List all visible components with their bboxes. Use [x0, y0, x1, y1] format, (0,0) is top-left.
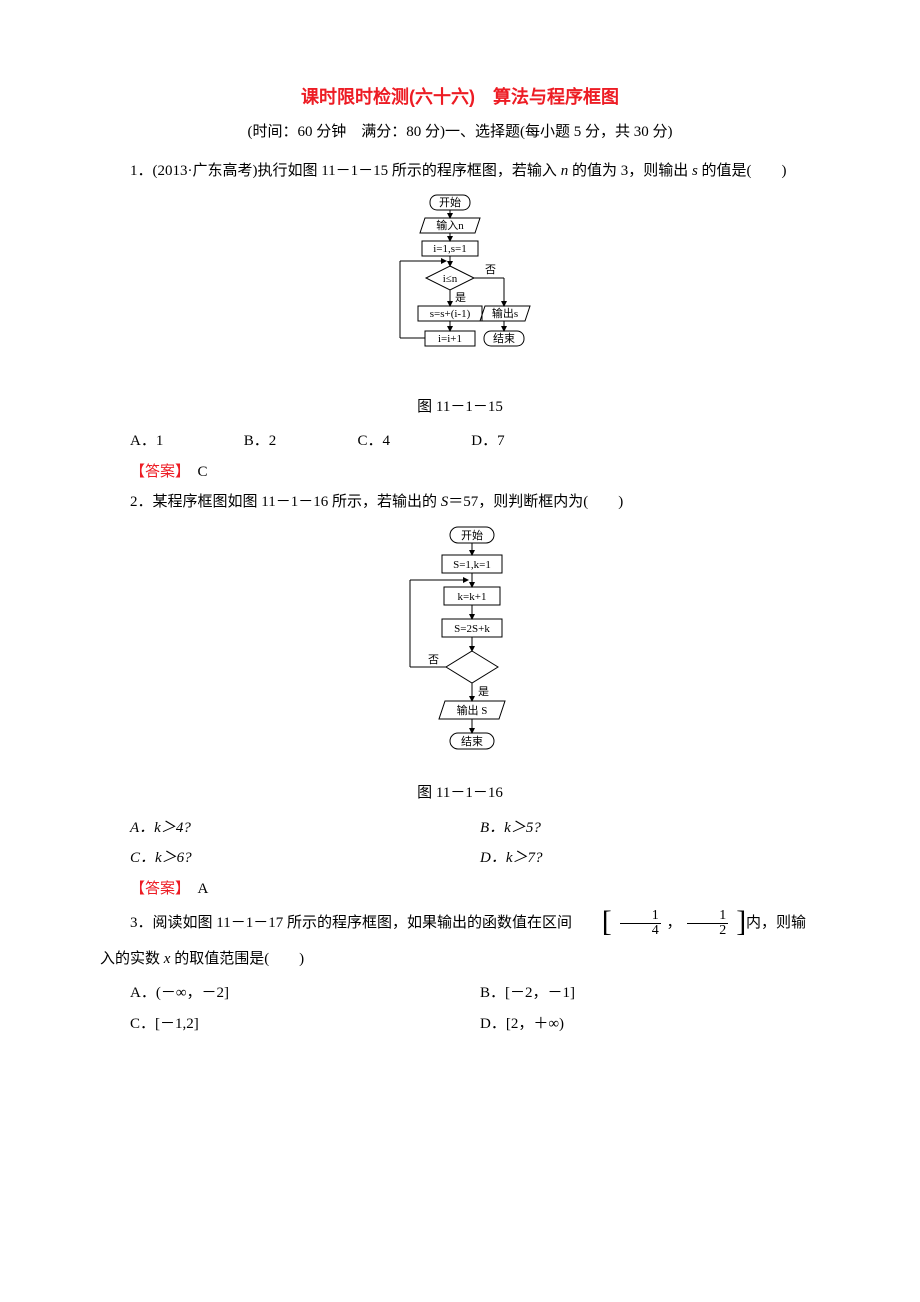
- q3-options-row2: C．[－1,2] D．[2，＋∞): [100, 1010, 820, 1039]
- q1-opt-b: B．2: [244, 427, 354, 456]
- q2-stem-text-2: ＝57，则判断框内为( ): [448, 494, 623, 510]
- svg-text:开始: 开始: [461, 528, 483, 542]
- svg-text:k=k+1: k=k+1: [458, 591, 487, 603]
- q1-answer-value: C: [183, 464, 208, 480]
- q1-caption: 图 11－1－15: [100, 393, 820, 422]
- svg-text:S=2S+k: S=2S+k: [454, 623, 490, 635]
- q2-caption: 图 11－1－16: [100, 779, 820, 808]
- q3-opt-d: D．[2，＋∞): [480, 1016, 564, 1032]
- svg-text:输入n: 输入n: [436, 218, 464, 232]
- svg-text:是: 是: [455, 291, 466, 304]
- q2-answer-label: 【答案】: [130, 881, 183, 897]
- q2-opt-a: A．k＞4?: [130, 820, 191, 836]
- q3-stem-text-3: 的取值范围是( ): [170, 951, 304, 967]
- q3-frac-a-num: 1: [620, 909, 661, 924]
- page-subtitle: (时间：60 分钟 满分：80 分)一、选择题(每小题 5 分，共 30 分): [100, 118, 820, 147]
- svg-text:输出 S: 输出 S: [457, 703, 488, 717]
- q3-stem-text-1: 3．阅读如图 11－1－17 所示的程序框图，如果输出的函数值在区间: [130, 915, 572, 931]
- svg-text:i≤n: i≤n: [443, 273, 458, 285]
- q2-answer-value: A: [183, 881, 209, 897]
- page-title: 课时限时检测(六十六) 算法与程序框图: [100, 80, 820, 114]
- svg-text:开始: 开始: [439, 195, 461, 209]
- q2-options-row2: C．k＞6? D．k＞7?: [100, 844, 820, 873]
- svg-text:i=1,s=1: i=1,s=1: [433, 243, 467, 255]
- q3-stem: 3．阅读如图 11－1－17 所示的程序框图，如果输出的函数值在区间 [ 1 4…: [100, 905, 820, 977]
- q3-frac-a-den: 4: [620, 924, 661, 938]
- q2-flowchart: 开始 S=1,k=1 k=k+1 S=2S+k 否 是 输出 S 结束: [100, 525, 820, 776]
- q3-opt-a: A．(－∞，－2]: [130, 985, 229, 1001]
- q2-opt-c: C．k＞6?: [130, 850, 192, 866]
- q1-options: A．1 B．2 C．4 D．7: [100, 427, 820, 456]
- q1-stem-text-1: 1．(2013·广东高考)执行如图 11－1－15 所示的程序框图，若输入: [130, 163, 561, 179]
- svg-text:S=1,k=1: S=1,k=1: [453, 559, 491, 571]
- svg-text:s=s+(i-1): s=s+(i-1): [430, 308, 471, 320]
- q3-options-row1: A．(－∞，－2] B．[－2，－1]: [100, 979, 820, 1008]
- q1-opt-d: D．7: [471, 427, 581, 456]
- svg-text:i=i+1: i=i+1: [438, 333, 462, 345]
- q1-stem-text-3: 的值是( ): [698, 163, 787, 179]
- q1-stem: 1．(2013·广东高考)执行如图 11－1－15 所示的程序框图，若输入 n …: [100, 157, 820, 186]
- q1-flowchart: 开始 输入n i=1,s=1 i≤n 否 是 输出s 结束 s=s+(i-1) …: [100, 193, 820, 389]
- q2-opt-b: B．k＞5?: [480, 820, 541, 836]
- q2-opt-d: D．k＞7?: [480, 850, 543, 866]
- svg-text:结束: 结束: [493, 332, 515, 345]
- q1-stem-text-2: 的值为 3，则输出: [568, 163, 692, 179]
- svg-text:否: 否: [485, 264, 496, 276]
- svg-text:输出s: 输出s: [492, 306, 518, 320]
- bracket-right-icon: ]: [706, 907, 746, 937]
- svg-text:是: 是: [478, 685, 489, 698]
- svg-text:否: 否: [428, 654, 439, 666]
- q2-options-row1: A．k＞4? B．k＞5?: [100, 814, 820, 843]
- q3-interval: [ 1 4 ， 1 2 ]: [576, 909, 743, 938]
- q2-stem-text-1: 2．某程序框图如图 11－1－16 所示，若输出的: [130, 494, 441, 510]
- svg-text:结束: 结束: [461, 735, 483, 748]
- q2-answer: 【答案】 A: [100, 875, 820, 904]
- comma: ，: [666, 915, 681, 931]
- q1-answer: 【答案】 C: [100, 458, 820, 487]
- q3-opt-b: B．[－2，－1]: [480, 985, 575, 1001]
- q3-opt-c: C．[－1,2]: [130, 1016, 199, 1032]
- q1-opt-c: C．4: [358, 427, 468, 456]
- q1-opt-a: A．1: [130, 427, 240, 456]
- q1-answer-label: 【答案】: [130, 464, 183, 480]
- bracket-left-icon: [: [572, 907, 612, 937]
- q3-frac-a: 1 4: [620, 909, 661, 938]
- q2-stem: 2．某程序框图如图 11－1－16 所示，若输出的 S＝57，则判断框内为( ): [100, 488, 820, 517]
